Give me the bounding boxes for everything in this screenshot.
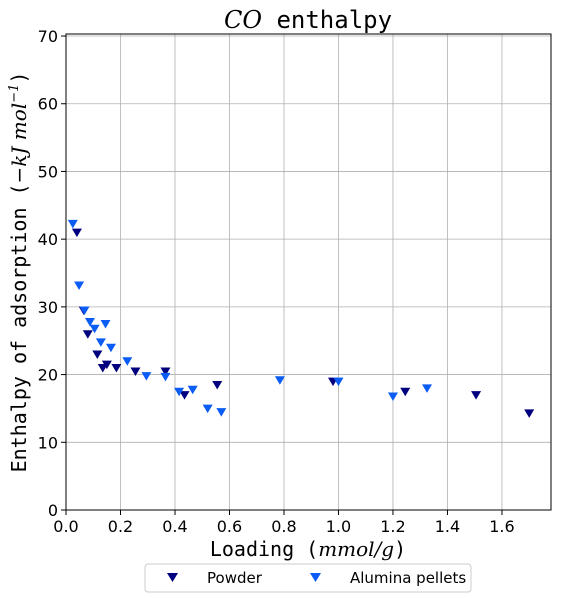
- y-axis-label-math: −kJ mol: [7, 103, 31, 184]
- y-axis-label-close: ): [7, 72, 31, 84]
- point-powder: [82, 330, 93, 339]
- point-powder: [400, 387, 411, 397]
- point-powder: [471, 391, 482, 400]
- legend-label-alumina-pellets: Alumina pellets: [350, 569, 466, 587]
- y-tick-label: 40: [38, 230, 58, 249]
- point-alumina-pellets: [174, 387, 185, 397]
- point-alumina-pellets: [387, 392, 398, 401]
- y-tick-label: 50: [38, 162, 58, 181]
- y-tick-label: 20: [38, 366, 58, 385]
- point-alumina-pellets: [105, 343, 116, 353]
- x-tick-label: 0.8: [271, 517, 296, 536]
- y-tick-label: 60: [38, 95, 58, 114]
- point-alumina-pellets: [122, 357, 133, 366]
- point-alumina-pellets: [74, 281, 85, 290]
- point-alumina-pellets: [79, 306, 90, 316]
- legend: Powder Alumina pellets: [144, 563, 472, 593]
- grid-lines: [65, 34, 551, 511]
- point-alumina-pellets: [333, 377, 344, 387]
- y-axis-label-sup: −1: [7, 84, 22, 103]
- legend-marker-alumina-pellets: [310, 573, 321, 582]
- point-powder: [92, 350, 103, 360]
- point-alumina-pellets: [160, 372, 171, 382]
- y-tick-label: 10: [38, 433, 58, 452]
- point-alumina-pellets: [422, 384, 433, 393]
- point-powder: [101, 360, 112, 370]
- point-powder: [160, 367, 171, 376]
- point-powder: [212, 380, 223, 390]
- point-alumina-pellets: [89, 324, 100, 334]
- chart-title-math: CO: [224, 6, 262, 34]
- x-tick-label: 1.6: [489, 517, 514, 536]
- point-powder: [130, 367, 141, 376]
- x-tick-label: 1.0: [326, 517, 351, 536]
- point-powder: [524, 409, 535, 418]
- point-alumina-pellets: [141, 372, 152, 381]
- point-alumina-pellets: [67, 219, 78, 229]
- x-tick-label: 0.2: [108, 517, 133, 536]
- point-alumina-pellets: [100, 320, 111, 329]
- point-powder: [179, 391, 190, 400]
- point-alumina-pellets: [202, 404, 213, 414]
- x-tick-label: 0.4: [162, 517, 187, 536]
- x-axis-label: Loading (mmol/g): [210, 537, 406, 561]
- x-axis-label-close: ): [394, 537, 406, 561]
- x-tick-label: 0.0: [53, 517, 78, 536]
- data-points: [67, 219, 535, 418]
- y-tick-label: 30: [38, 298, 58, 317]
- x-axis-label-math: mmol/g: [318, 537, 394, 561]
- x-tick-label: 1.4: [435, 517, 460, 536]
- chart-title-text: enthalpy: [262, 6, 392, 34]
- point-alumina-pellets: [187, 385, 198, 395]
- y-tick-label: 70: [38, 27, 58, 46]
- legend-label-powder: Powder: [207, 569, 263, 587]
- point-alumina-pellets: [84, 318, 95, 327]
- y-axis-ticks: 0 10 20 30 40 50 60 70: [38, 27, 66, 520]
- x-tick-label: 1.2: [380, 517, 405, 536]
- plot-frame: [65, 33, 552, 511]
- point-powder: [71, 228, 82, 238]
- y-axis-label-text: Enthalpy of adsorption (: [7, 183, 31, 472]
- y-axis-label: Enthalpy of adsorption (−kJ mol−1): [7, 72, 31, 473]
- chart-title: CO enthalpy: [224, 6, 392, 34]
- legend-marker-powder: [167, 573, 178, 582]
- point-powder: [111, 364, 122, 373]
- legend-box: [144, 563, 472, 593]
- point-alumina-pellets: [95, 338, 106, 347]
- x-axis-ticks: 0.0 0.2 0.4 0.6 0.8 1.0 1.2 1.4 1.6: [53, 510, 515, 536]
- point-alumina-pellets: [274, 376, 285, 385]
- y-tick-label: 0: [48, 501, 58, 520]
- x-tick-label: 0.6: [217, 517, 242, 536]
- x-axis-label-text: Loading (: [210, 537, 318, 561]
- point-alumina-pellets: [216, 408, 227, 417]
